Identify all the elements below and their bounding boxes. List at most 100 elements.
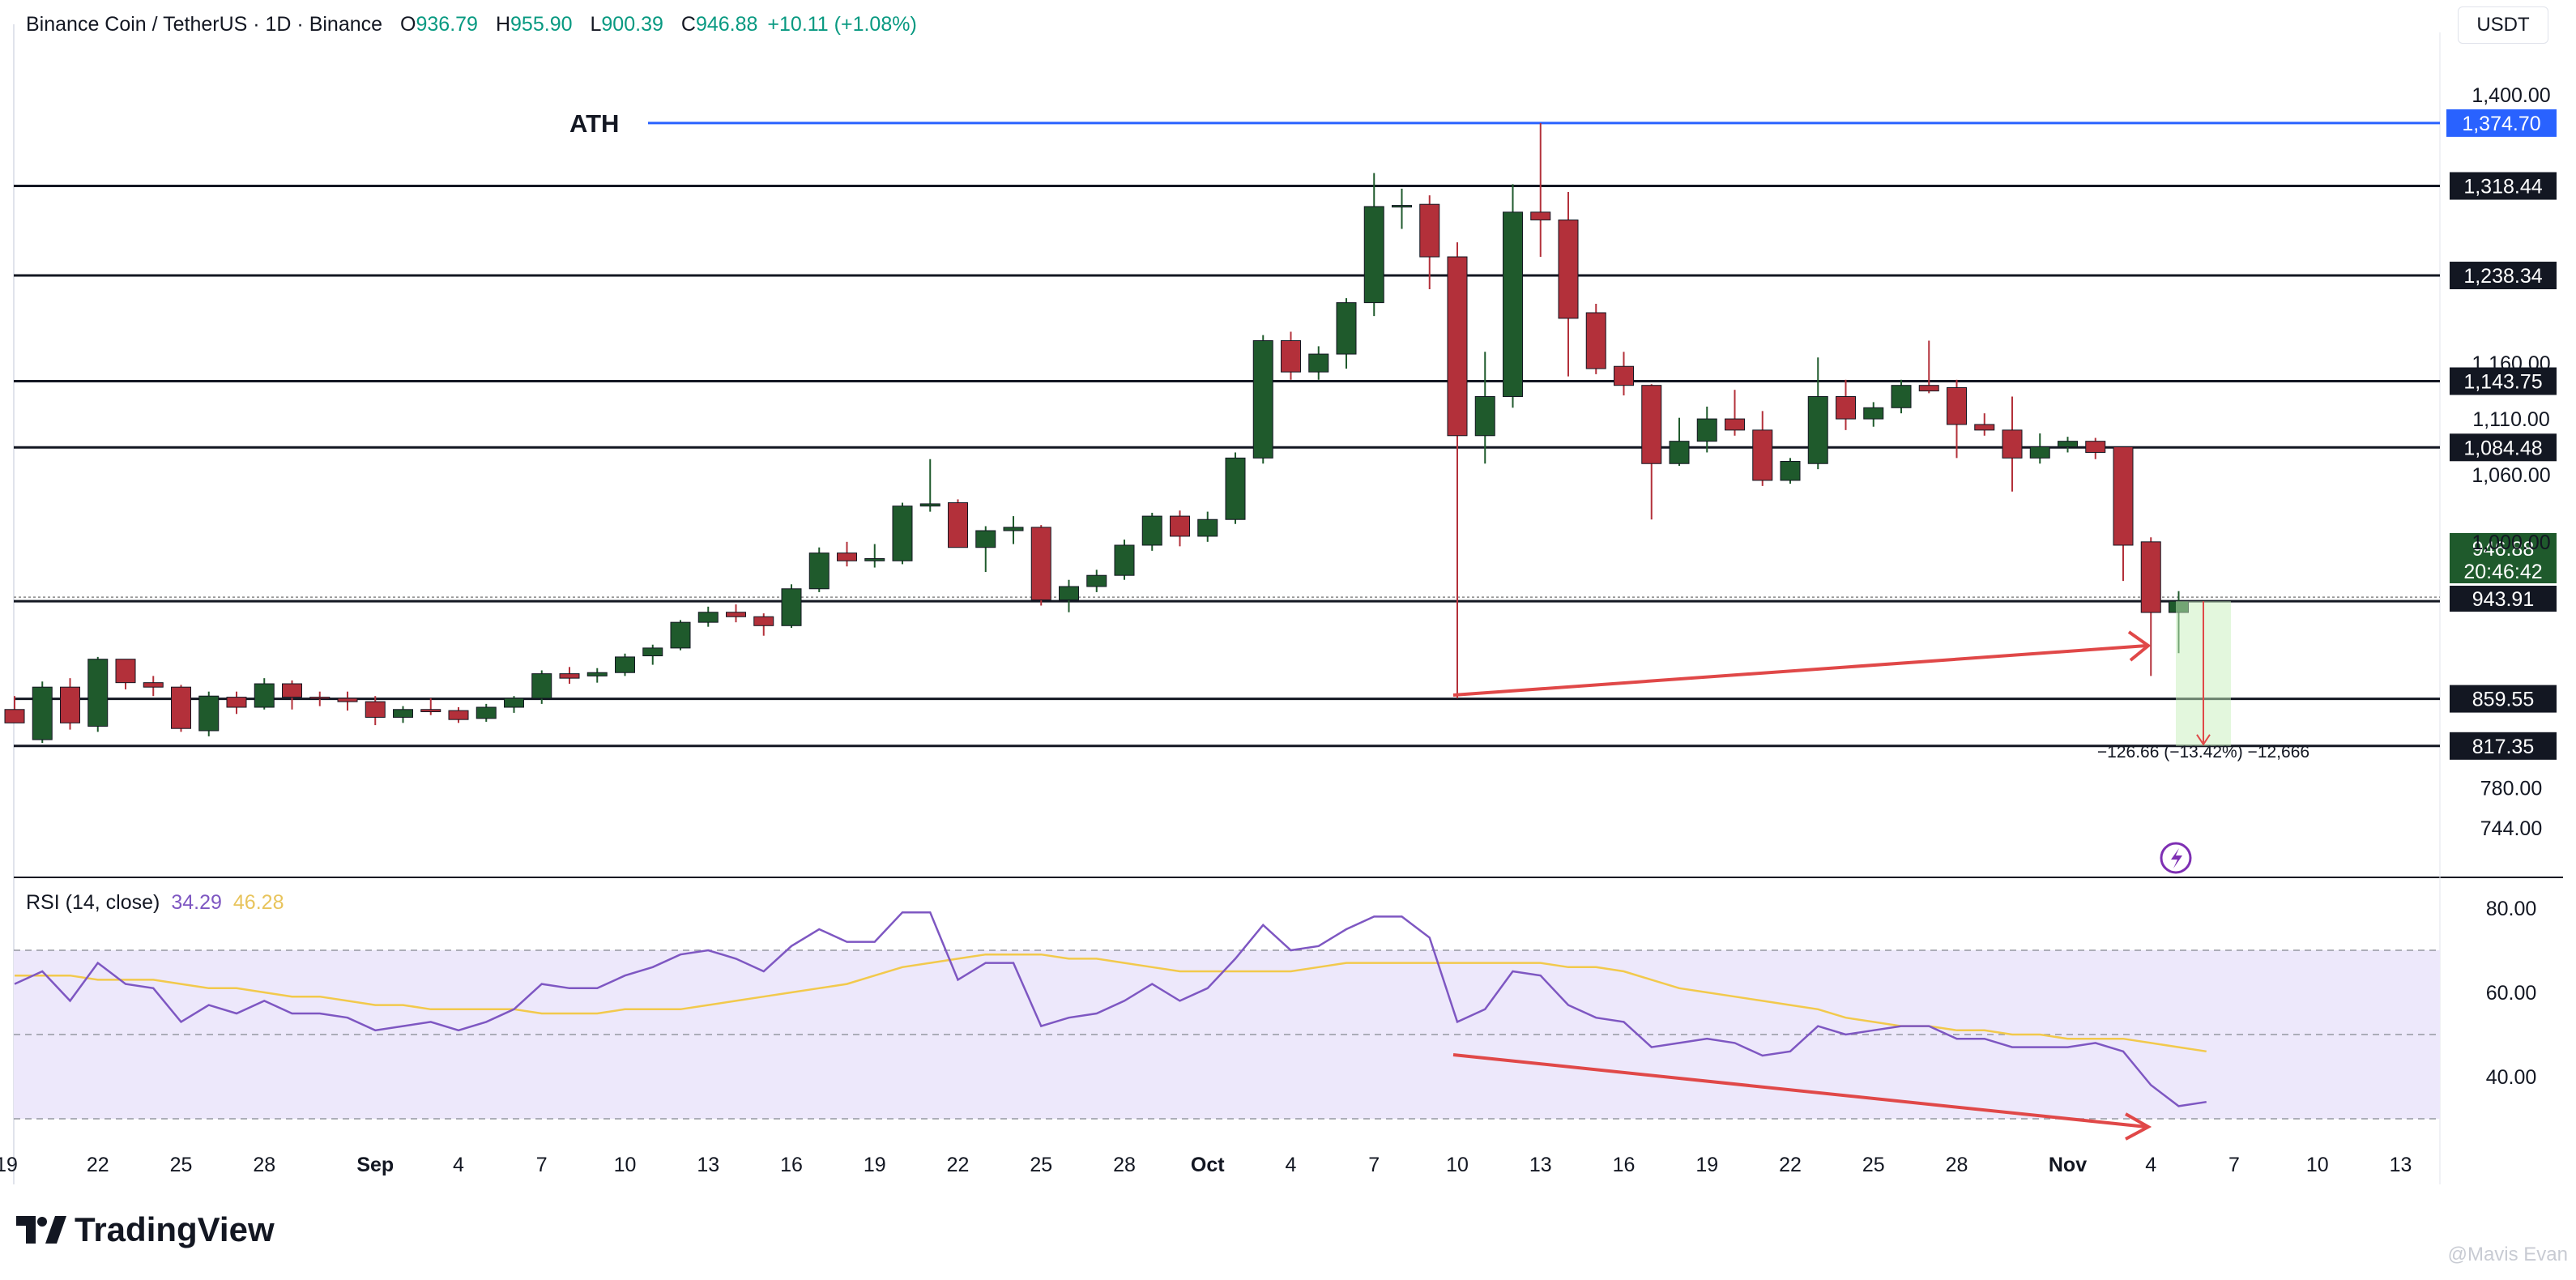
rsi-value: 34.29 bbox=[171, 891, 222, 914]
watermark: @Mavis Evan bbox=[2447, 1244, 2568, 1265]
tradingview-logo[interactable]: TradingView bbox=[16, 1210, 275, 1249]
candle bbox=[1530, 122, 1551, 258]
candle-body bbox=[254, 683, 275, 708]
alert-icon[interactable] bbox=[2160, 842, 2192, 874]
candle bbox=[586, 668, 608, 683]
candle bbox=[504, 696, 524, 713]
level-price-label-bg bbox=[2450, 433, 2557, 462]
level-price-label-bg bbox=[2450, 732, 2557, 760]
low-label: L bbox=[590, 12, 602, 36]
time-tick-label: 10 bbox=[614, 1154, 637, 1176]
time-tick-label: 16 bbox=[780, 1154, 803, 1176]
candle-body bbox=[837, 553, 857, 561]
candle bbox=[1170, 510, 1190, 547]
time-tick-label: Nov bbox=[2049, 1154, 2087, 1176]
candle-body bbox=[1392, 205, 1412, 208]
candle bbox=[1614, 352, 1634, 396]
symbol-title[interactable]: Binance Coin / TetherUS · 1D · Binance bbox=[26, 12, 383, 36]
current-price-box bbox=[2450, 533, 2557, 583]
candle bbox=[864, 544, 885, 568]
time-tick-label: 22 bbox=[87, 1154, 109, 1176]
rsi-line bbox=[14, 911, 2207, 1107]
candle bbox=[1947, 379, 1967, 459]
candle bbox=[697, 606, 719, 627]
candle bbox=[1197, 511, 1218, 542]
candle-body bbox=[171, 686, 191, 729]
rsi-legend: RSI (14, close) 34.29 46.28 bbox=[26, 891, 284, 915]
candle-body bbox=[1669, 441, 1690, 464]
candle-body bbox=[1419, 203, 1440, 258]
price-tick-label: 1,000.00 bbox=[2472, 531, 2550, 554]
level-price-label: 1,143.75 bbox=[2463, 371, 2542, 394]
candle-body bbox=[892, 506, 913, 561]
candle bbox=[226, 691, 247, 715]
time-tick-label: 4 bbox=[1286, 1154, 1297, 1176]
open-value: 936.79 bbox=[416, 12, 478, 36]
candle bbox=[559, 667, 580, 685]
rsi-label[interactable]: RSI (14, close) bbox=[26, 891, 160, 914]
candle-body bbox=[226, 697, 247, 708]
candle-body bbox=[1918, 385, 1939, 392]
candle-body bbox=[1530, 211, 1551, 221]
candle-body bbox=[365, 701, 386, 718]
candle-body bbox=[1363, 206, 1384, 304]
candle bbox=[254, 678, 275, 710]
candle bbox=[2140, 537, 2161, 676]
candle-body bbox=[1725, 418, 1745, 431]
measure-label: −126.66 (−13.42%) −12,666 bbox=[2097, 743, 2309, 762]
candle-body bbox=[60, 686, 80, 723]
level-price-label-bg bbox=[2450, 172, 2557, 200]
ath-price-label: 1,374.70 bbox=[2462, 113, 2540, 135]
candle-body bbox=[1336, 302, 1357, 355]
time-tick-label: 7 bbox=[2228, 1154, 2240, 1176]
candle bbox=[948, 499, 968, 548]
level-price-label: 859.55 bbox=[2472, 689, 2534, 711]
candle-body bbox=[143, 682, 164, 688]
level-price-label: 1,084.48 bbox=[2463, 437, 2542, 459]
time-tick-label: 10 bbox=[2306, 1154, 2329, 1176]
time-tick-label: 13 bbox=[697, 1154, 719, 1176]
low-value: 900.39 bbox=[601, 12, 663, 36]
candle bbox=[87, 656, 109, 732]
symbol-header: Binance Coin / TetherUS · 1D · Binance O… bbox=[26, 8, 917, 41]
candle bbox=[1141, 512, 1162, 551]
candle-body bbox=[1807, 395, 1828, 464]
time-tick-label: 19 bbox=[864, 1154, 886, 1176]
candle bbox=[60, 678, 80, 730]
candle bbox=[476, 703, 497, 722]
candle-body bbox=[1030, 527, 1051, 601]
candle bbox=[1891, 379, 1912, 414]
time-tick-label: 13 bbox=[1529, 1154, 1552, 1176]
candle bbox=[143, 676, 164, 697]
annotations: ATH −126.66 (−13.42%) −12,666 bbox=[569, 109, 2309, 874]
candle bbox=[1585, 303, 1606, 374]
candle bbox=[919, 459, 940, 512]
candle bbox=[1086, 570, 1107, 592]
currency-button[interactable]: USDT bbox=[2458, 6, 2548, 44]
candle-body bbox=[1558, 220, 1579, 319]
candle bbox=[2113, 446, 2134, 582]
close-label: C bbox=[680, 12, 696, 36]
candle bbox=[1974, 413, 1995, 436]
time-tick-label: 25 bbox=[1862, 1154, 1885, 1176]
candle-body bbox=[1197, 518, 1218, 537]
time-tick-label: 4 bbox=[453, 1154, 464, 1176]
time-tick-label: 4 bbox=[2145, 1154, 2156, 1176]
rsi-divergence-arrowhead bbox=[2125, 1112, 2152, 1141]
time-tick-label: Sep bbox=[356, 1154, 394, 1176]
candle-body bbox=[559, 673, 580, 679]
time-tick-label: 25 bbox=[1030, 1154, 1052, 1176]
candle-body bbox=[115, 659, 136, 684]
price-tick-label: 1,060.00 bbox=[2472, 464, 2550, 487]
candle-body bbox=[615, 656, 635, 673]
rsi-tick-label: 60.00 bbox=[2486, 982, 2537, 1005]
candle bbox=[1780, 458, 1801, 484]
high-label: H bbox=[495, 12, 511, 36]
candle-body bbox=[2058, 441, 2078, 448]
candle-body bbox=[1641, 385, 1662, 464]
candle-body bbox=[1836, 395, 1856, 420]
rsi-tick-label: 80.00 bbox=[2486, 898, 2537, 920]
candle bbox=[1447, 242, 1468, 698]
candle bbox=[753, 613, 774, 636]
candle bbox=[1308, 346, 1329, 380]
